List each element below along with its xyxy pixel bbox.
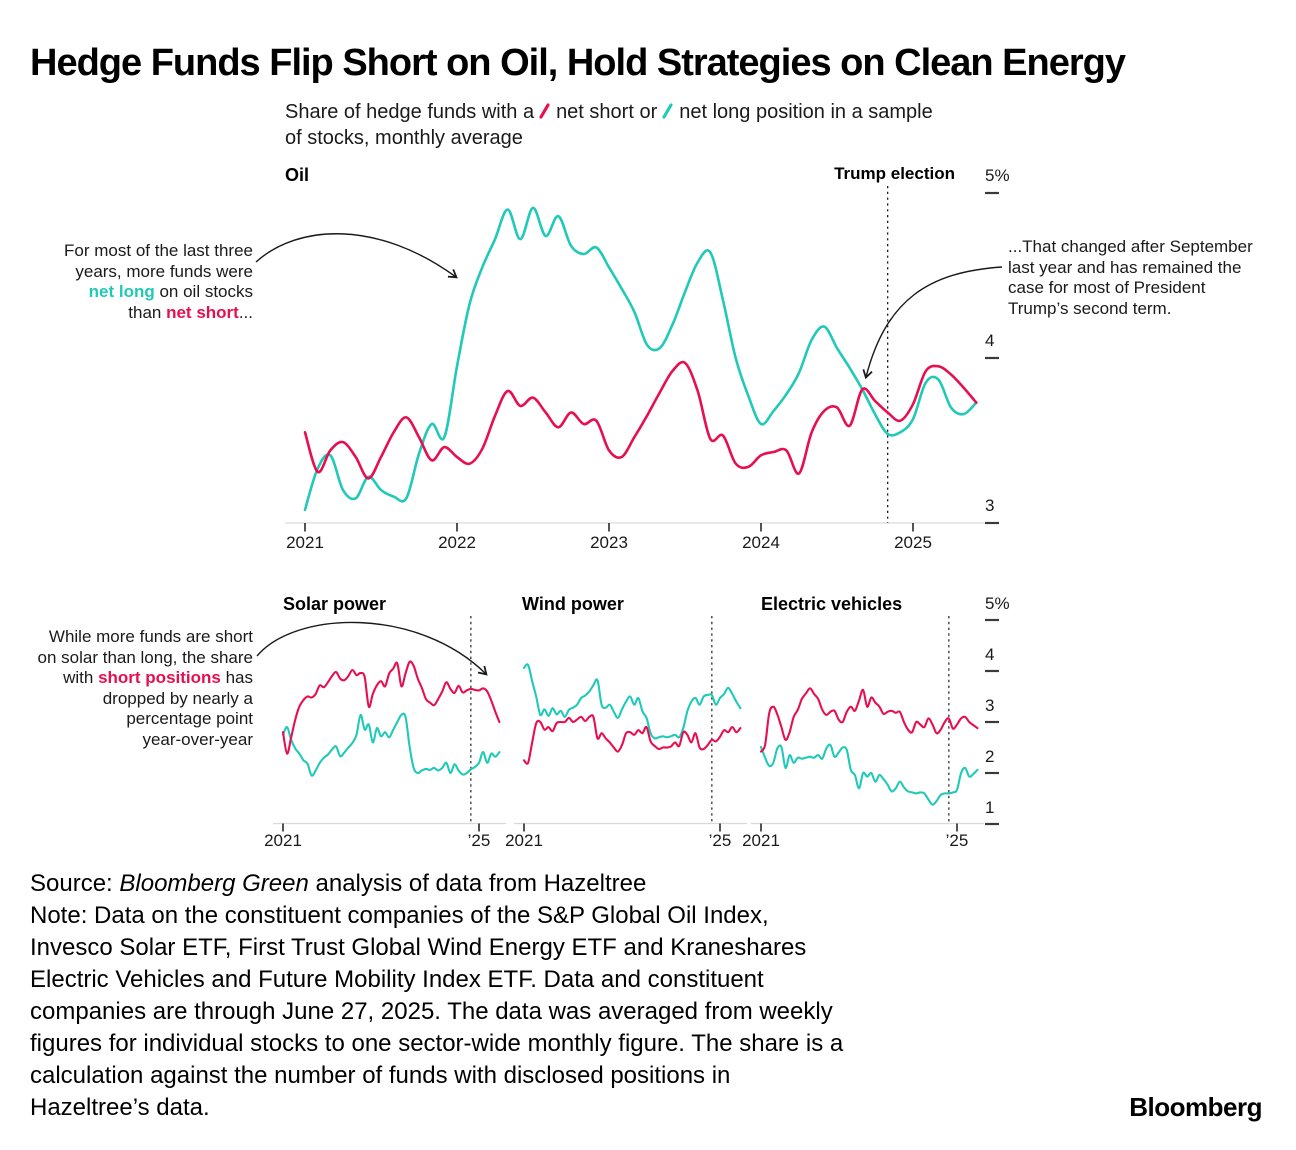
small-ytick-4: 4 [985, 645, 995, 664]
ev-net-long-line [759, 743, 979, 806]
annotation-line: than net short... [128, 302, 253, 322]
oil-ytick-5: 5% [985, 166, 1010, 185]
note-line: companies are through June 27, 2025. The… [30, 998, 833, 1025]
bloomberg-logo: Bloomberg [1129, 1092, 1262, 1122]
annotation-line: Trump’s second term. [1008, 298, 1172, 318]
oil-net-long-line [303, 206, 978, 512]
oil-net-short-line [303, 360, 978, 480]
oil-chart-title: Oil [285, 165, 310, 185]
wind-net-short-line [522, 714, 742, 765]
annotation-line: year-over-year [142, 729, 253, 749]
small-ytick-2: 2 [985, 747, 995, 766]
ev-panel-title: Electric vehicles [761, 594, 903, 614]
annotation-line: net long on oil stocks [88, 282, 253, 301]
ev-xtick-25: ’25 [945, 831, 969, 850]
short-positions-highlight: short positions [98, 668, 221, 687]
oil-ytick-3: 3 [985, 496, 995, 515]
net-short-slash-icon [539, 103, 550, 119]
small-ytick-3: 3 [985, 696, 995, 715]
note-line: Hazeltree’s data. [30, 1094, 210, 1121]
subtitle-line2: of stocks, monthly average [285, 127, 523, 149]
oil-xtick-2024: 2024 [742, 533, 780, 552]
note-line: Electric Vehicles and Future Mobility In… [30, 966, 764, 993]
oil-ytick-4: 4 [985, 331, 995, 350]
ev-net-short-line [759, 687, 979, 753]
oil-annotation-left: For most of the last three years, more f… [40, 241, 253, 323]
trump-election-label: Trump election [834, 164, 955, 183]
note-line: Note: Data on the constituent companies … [30, 902, 769, 929]
annotation-line: percentage point [126, 709, 253, 728]
solar-xtick-25: ’25 [467, 831, 491, 850]
subtitle-prefix: Share of hedge funds with a [285, 101, 535, 123]
annotation-line: on solar than long, the share [37, 647, 253, 667]
annotation-line: ...That changed after September [1008, 237, 1253, 256]
annotation-line: last year and has remained the [1008, 257, 1242, 277]
wind-xtick-25: ’25 [708, 831, 732, 850]
oil-left-annotation-arrow [255, 233, 458, 279]
net-long-highlight: net long [88, 282, 155, 301]
note-line: Invesco Solar ETF, First Trust Global Wi… [30, 934, 807, 961]
oil-annotation-right: ...That changed after September last yea… [1008, 237, 1288, 319]
chart-subtitle: Share of hedge funds with a net short or n… [285, 99, 933, 151]
wind-xtick-2021: 2021 [505, 831, 543, 850]
wind-panel-title: Wind power [522, 594, 624, 614]
net-short-highlight: net short [166, 302, 239, 322]
oil-xtick-2023: 2023 [590, 533, 628, 552]
ev-xtick-2021: 2021 [742, 831, 780, 850]
solar-xtick-2021: 2021 [264, 831, 302, 850]
oil-xtick-2022: 2022 [438, 533, 476, 552]
subtitle-line1: Share of hedge funds with a net short or n… [285, 99, 933, 125]
legend-net-long-label: net long position in a sample [679, 101, 933, 123]
wind-net-long-line [522, 663, 742, 740]
net-long-slash-icon [662, 103, 673, 119]
solar-net-short-line [281, 660, 501, 755]
source-line: Source: Bloomberg Green analysis of data… [30, 870, 647, 897]
annotation-line: While more funds are short [48, 627, 253, 646]
small-ytick-1: 1 [985, 798, 995, 817]
oil-xtick-2025: 2025 [894, 533, 932, 552]
solar-annotation-arrow [256, 621, 488, 676]
annotation-line: with short positions has [63, 668, 253, 687]
annotation-line: case for most of President [1008, 278, 1206, 297]
solar-annotation: While more funds are short on solar than… [30, 627, 253, 750]
oil-xtick-2021: 2021 [286, 533, 324, 552]
source-publication: Bloomberg Green [119, 870, 309, 897]
oil-right-annotation-arrow [862, 266, 1003, 380]
note-line: figures for individual stocks to one sec… [30, 1030, 844, 1057]
annotation-line: years, more funds were [75, 261, 253, 281]
annotation-line: For most of the last three [64, 241, 253, 260]
page-title: Hedge Funds Flip Short on Oil, Hold Stra… [30, 42, 1126, 84]
note-line: calculation against the number of funds … [30, 1062, 731, 1089]
solar-net-long-line [281, 712, 501, 777]
legend-net-short-label: net short or [556, 101, 658, 123]
solar-panel-title: Solar power [283, 594, 387, 614]
small-ytick-5: 5% [985, 594, 1010, 613]
annotation-line: dropped by nearly a [102, 688, 253, 708]
